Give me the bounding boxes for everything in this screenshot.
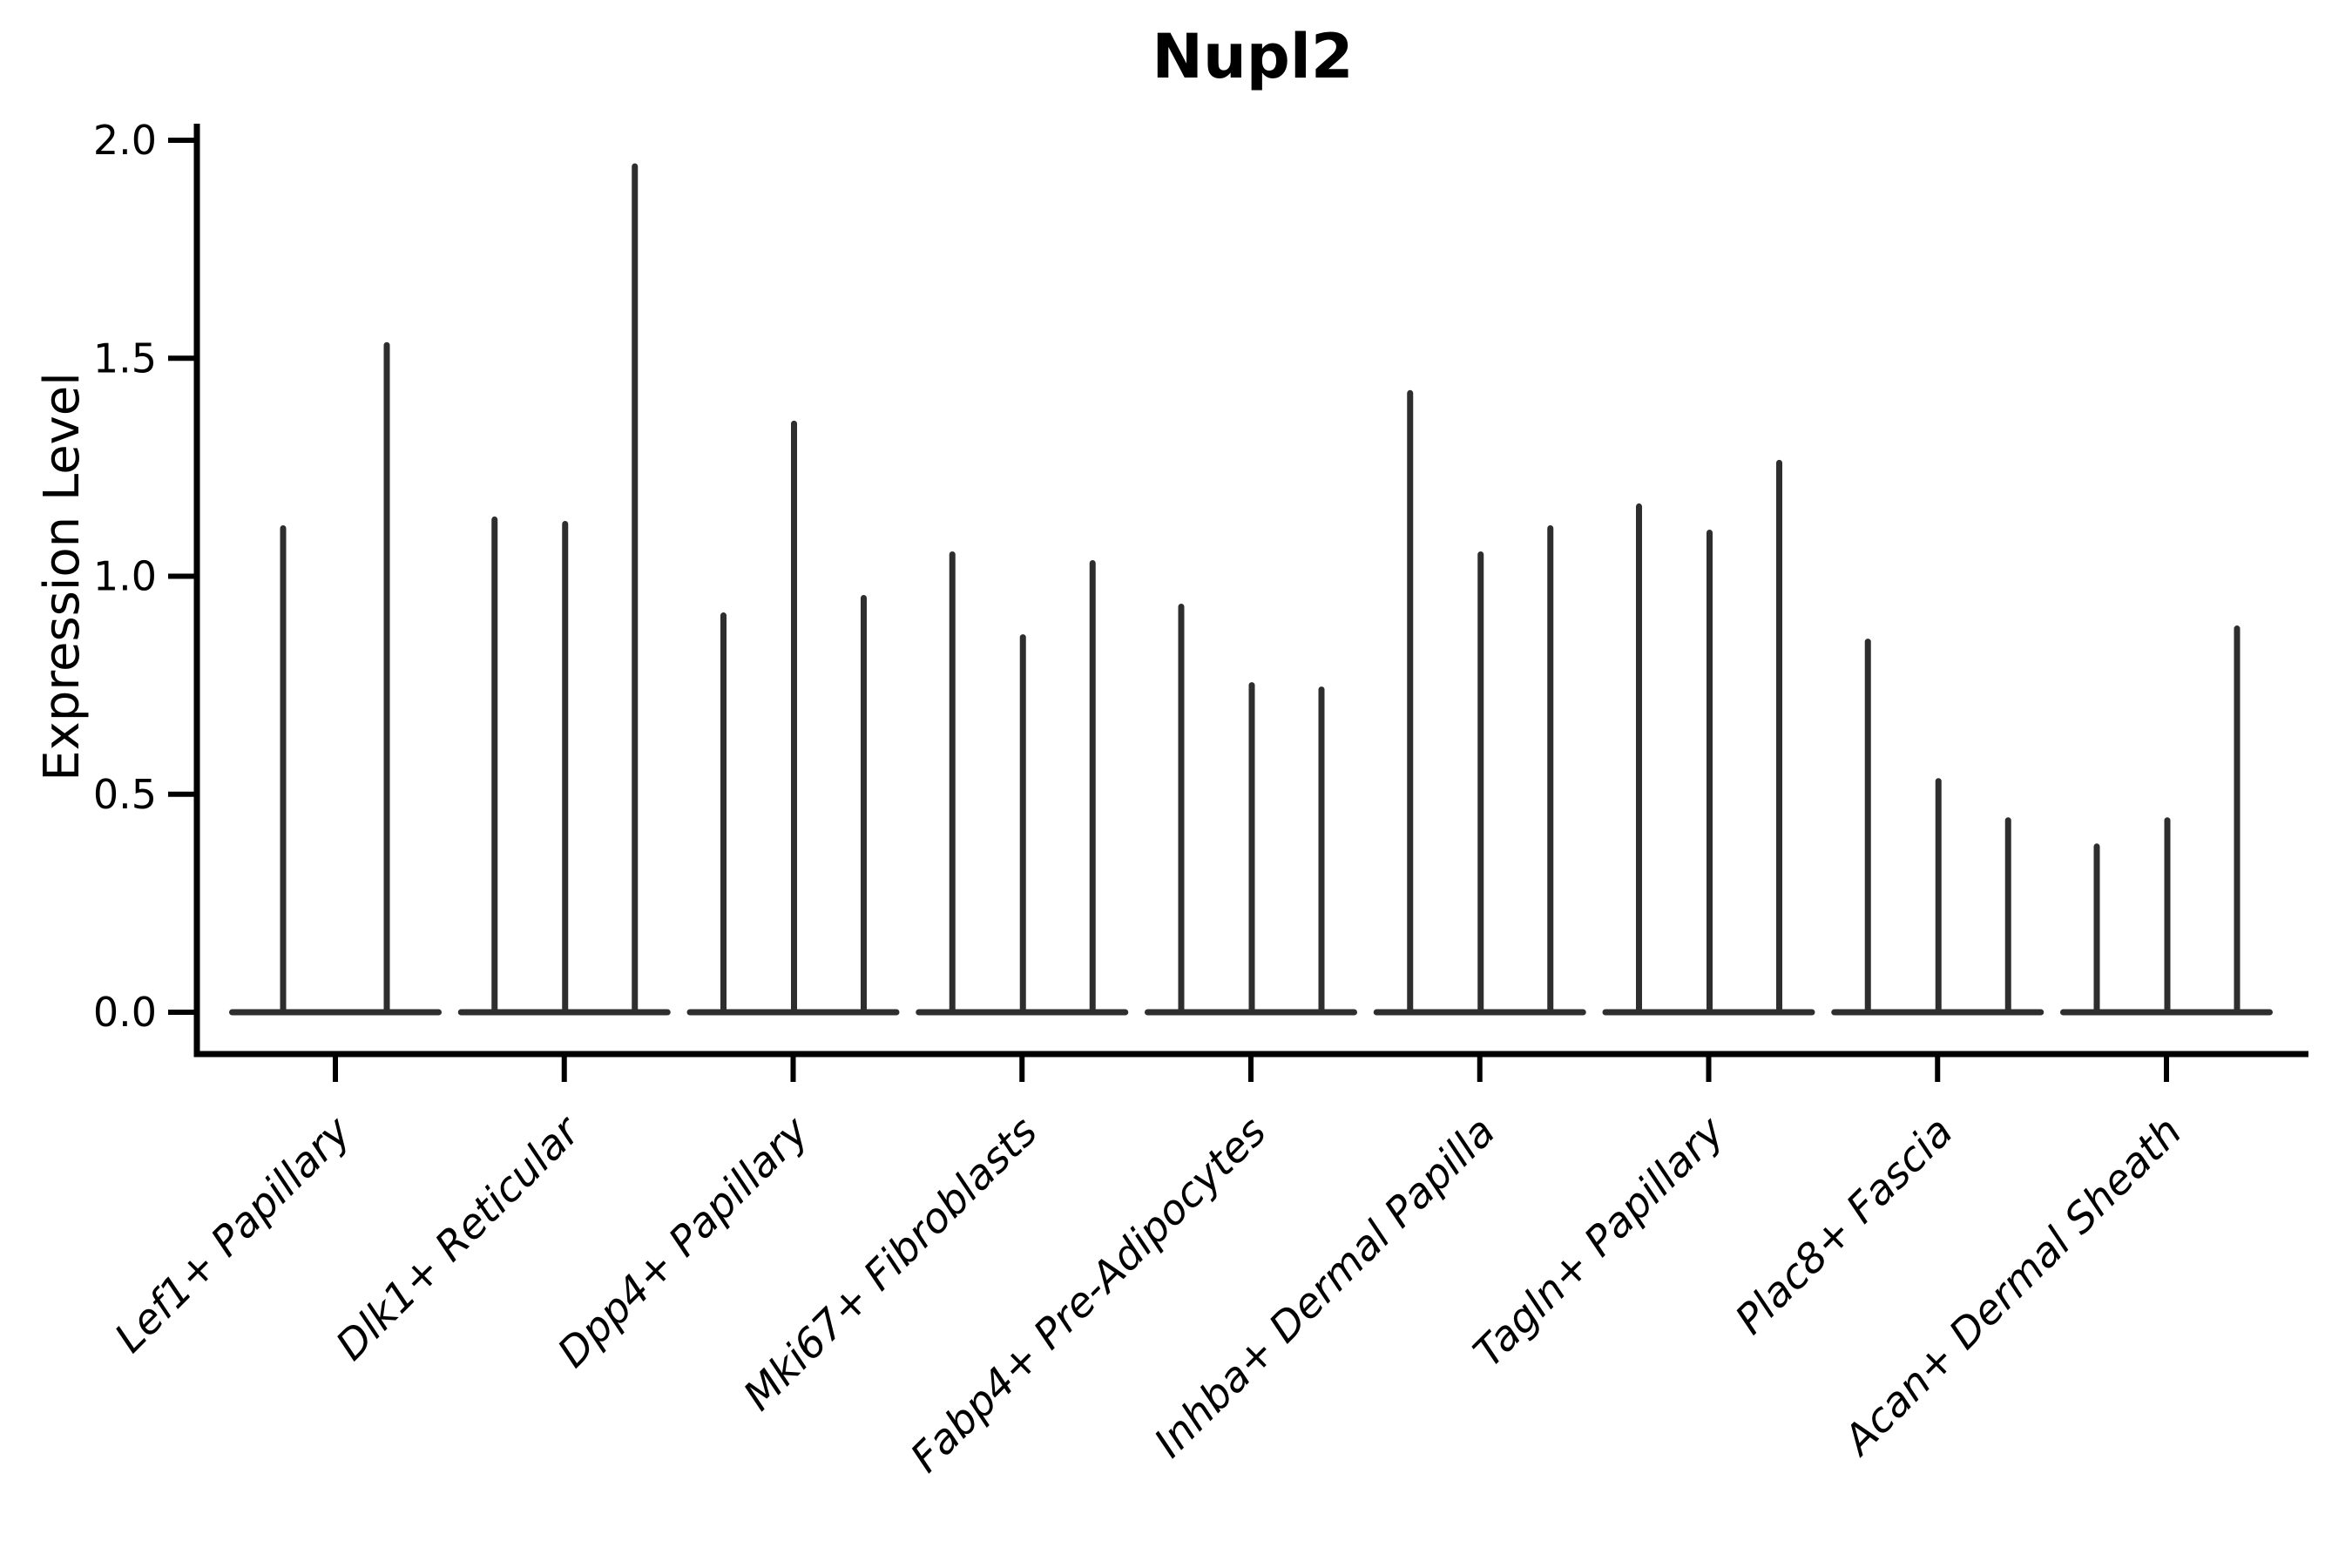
x-tick-label: Dlk1+ Reticular <box>327 1106 591 1370</box>
y-tick-label: 1.0 <box>93 553 157 600</box>
y-tick-label: 2.0 <box>93 117 157 164</box>
y-tick-label: 1.5 <box>93 335 157 382</box>
y-tick-label: 0.0 <box>93 989 157 1036</box>
violin-base <box>229 1009 442 1016</box>
x-tick-label: Tagln+ Papillary <box>1464 1107 1734 1377</box>
y-tick-label: 0.5 <box>93 771 157 818</box>
x-tick-label: Plac8+ Fascia <box>1727 1108 1963 1344</box>
x-tick-label: Dpp4+ Papillary <box>549 1107 819 1377</box>
chart-title: Nupl2 <box>1152 21 1354 92</box>
x-tick-label: Lef1+ Papillary <box>105 1107 361 1362</box>
